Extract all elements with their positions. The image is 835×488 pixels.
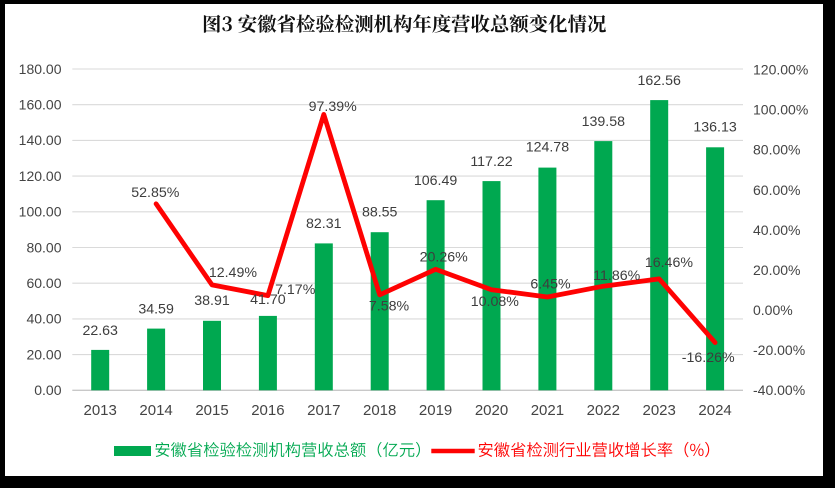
svg-text:2015: 2015 <box>195 402 228 419</box>
svg-text:-40.00%: -40.00% <box>753 382 805 398</box>
svg-text:80.00%: 80.00% <box>753 142 800 158</box>
svg-text:80.00: 80.00 <box>26 239 61 255</box>
svg-text:40.00%: 40.00% <box>753 222 800 238</box>
svg-text:100.00: 100.00 <box>19 204 62 220</box>
svg-text:160.00: 160.00 <box>19 97 62 113</box>
svg-text:38.91: 38.91 <box>194 293 230 309</box>
svg-text:2016: 2016 <box>251 402 284 419</box>
svg-text:2022: 2022 <box>587 402 620 419</box>
svg-text:97.39%: 97.39% <box>309 99 358 115</box>
svg-text:117.22: 117.22 <box>470 154 512 170</box>
svg-text:140.00: 140.00 <box>19 132 62 148</box>
svg-text:2024: 2024 <box>698 402 731 419</box>
svg-text:-16.26%: -16.26% <box>682 350 735 366</box>
svg-text:100.00%: 100.00% <box>753 102 808 118</box>
svg-text:10.08%: 10.08% <box>471 294 520 310</box>
svg-text:16.46%: 16.46% <box>645 255 694 271</box>
svg-text:20.26%: 20.26% <box>420 249 469 265</box>
svg-text:124.78: 124.78 <box>526 140 570 156</box>
svg-text:7.58%: 7.58% <box>369 299 410 315</box>
svg-text:0.00: 0.00 <box>34 382 61 398</box>
svg-text:11.86%: 11.86% <box>593 268 640 284</box>
svg-text:34.59: 34.59 <box>138 301 174 317</box>
svg-text:0.00%: 0.00% <box>753 302 793 318</box>
svg-text:2017: 2017 <box>307 402 340 419</box>
svg-text:162.56: 162.56 <box>637 73 681 89</box>
svg-text:22.63: 22.63 <box>82 323 118 339</box>
svg-text:6.45%: 6.45% <box>530 276 571 292</box>
svg-text:106.49: 106.49 <box>414 173 458 189</box>
svg-text:2018: 2018 <box>363 402 396 419</box>
svg-text:20.00%: 20.00% <box>753 262 800 278</box>
svg-text:88.55: 88.55 <box>362 205 398 221</box>
svg-text:2021: 2021 <box>531 402 564 419</box>
svg-text:60.00: 60.00 <box>26 275 61 291</box>
svg-text:41.70: 41.70 <box>250 292 286 308</box>
svg-text:7.17%: 7.17% <box>275 282 316 298</box>
svg-text:20.00: 20.00 <box>26 346 61 362</box>
svg-text:180.00: 180.00 <box>19 61 62 77</box>
svg-text:2023: 2023 <box>643 402 676 419</box>
svg-text:52.85%: 52.85% <box>131 185 180 201</box>
svg-text:2013: 2013 <box>84 402 117 419</box>
svg-text:2014: 2014 <box>139 402 172 419</box>
svg-text:60.00%: 60.00% <box>753 182 800 198</box>
svg-text:40.00: 40.00 <box>26 311 61 327</box>
svg-text:120.00: 120.00 <box>19 168 62 184</box>
svg-text:139.58: 139.58 <box>582 114 626 130</box>
svg-text:2020: 2020 <box>475 402 508 419</box>
svg-text:136.13: 136.13 <box>693 120 737 136</box>
svg-text:120.00%: 120.00% <box>753 62 808 78</box>
svg-text:12.49%: 12.49% <box>209 265 258 281</box>
svg-text:2019: 2019 <box>419 402 452 419</box>
svg-text:82.31: 82.31 <box>306 216 342 232</box>
svg-text:-20.00%: -20.00% <box>753 342 805 358</box>
